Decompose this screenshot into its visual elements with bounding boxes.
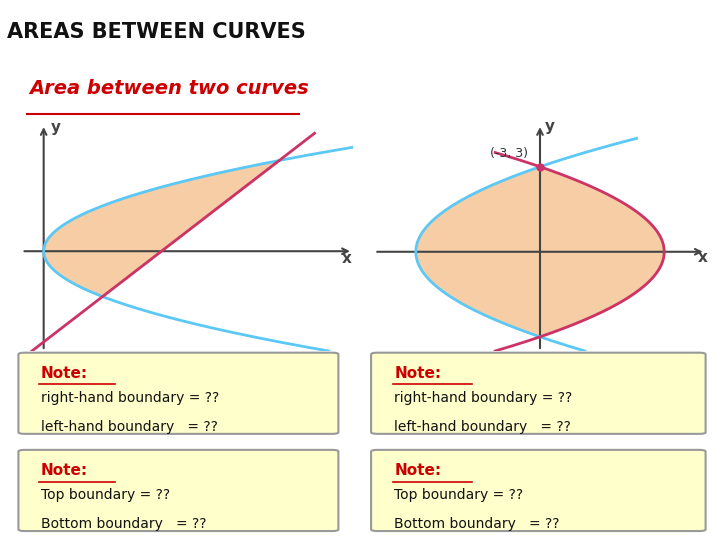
Text: right-hand boundary = ??: right-hand boundary = ?? bbox=[40, 391, 219, 405]
Text: Bottom boundary   = ??: Bottom boundary = ?? bbox=[395, 517, 559, 531]
FancyBboxPatch shape bbox=[19, 450, 338, 531]
Text: Note:: Note: bbox=[395, 463, 441, 478]
Text: (-3, 3): (-3, 3) bbox=[490, 147, 528, 160]
FancyBboxPatch shape bbox=[371, 353, 706, 434]
Text: x: x bbox=[342, 251, 351, 266]
Text: Note:: Note: bbox=[40, 463, 88, 478]
Text: y: y bbox=[545, 119, 555, 134]
Text: y: y bbox=[51, 120, 61, 136]
Text: Top boundary = ??: Top boundary = ?? bbox=[40, 488, 170, 502]
Text: Area between two curves: Area between two curves bbox=[29, 79, 309, 98]
Text: Note:: Note: bbox=[40, 366, 88, 381]
Text: Top boundary = ??: Top boundary = ?? bbox=[395, 488, 523, 502]
FancyBboxPatch shape bbox=[19, 353, 338, 434]
Text: Note:: Note: bbox=[395, 366, 441, 381]
Text: Bottom boundary   = ??: Bottom boundary = ?? bbox=[40, 517, 206, 531]
Text: AREAS BETWEEN CURVES: AREAS BETWEEN CURVES bbox=[7, 22, 306, 43]
Text: left-hand boundary   = ??: left-hand boundary = ?? bbox=[395, 420, 571, 434]
FancyBboxPatch shape bbox=[371, 450, 706, 531]
Text: right-hand boundary = ??: right-hand boundary = ?? bbox=[395, 391, 572, 405]
Text: x: x bbox=[697, 249, 707, 265]
Text: left-hand boundary   = ??: left-hand boundary = ?? bbox=[40, 420, 217, 434]
